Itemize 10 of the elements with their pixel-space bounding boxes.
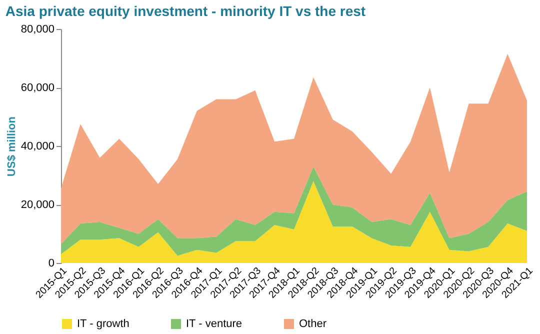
y-axis-title: US$ million [6, 116, 18, 176]
chart-title: Asia private equity investment - minority IT vs the rest [5, 3, 366, 19]
y-tick-label: 20,000 [20, 199, 54, 211]
y-tick-label: 60,000 [20, 82, 54, 94]
y-tick-label: 0 [48, 258, 54, 270]
y-tick-label: 40,000 [20, 140, 54, 152]
y-tick-label: 80,000 [20, 24, 54, 36]
legend-label: Other [299, 318, 327, 330]
legend-label: IT - venture [186, 318, 242, 330]
legend-label: IT - growth [77, 318, 130, 330]
